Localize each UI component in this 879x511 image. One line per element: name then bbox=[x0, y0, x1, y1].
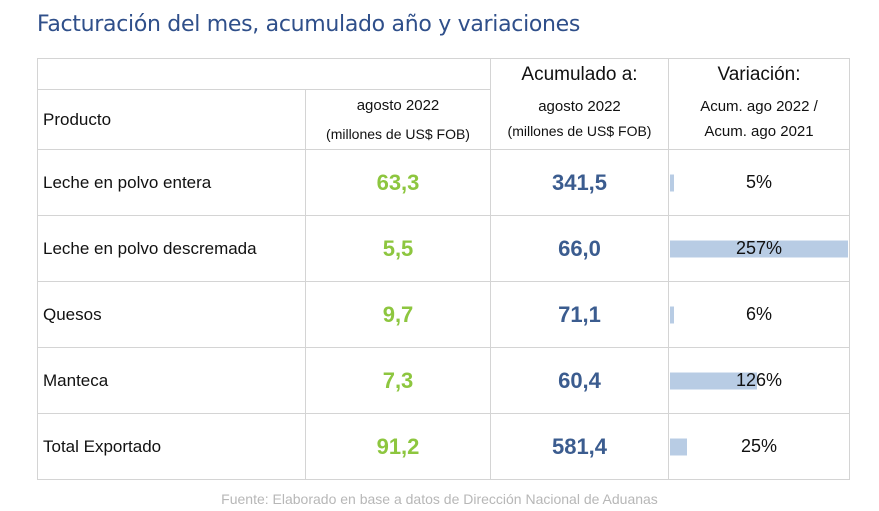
variation-bar bbox=[670, 240, 848, 257]
header-mes-period: agosto 2022 bbox=[356, 96, 440, 114]
monthly-value: 63,3 bbox=[305, 149, 491, 216]
header-variacion-line2: Acum. ago 2021 bbox=[704, 123, 814, 140]
table-row: Quesos 9,7 71,1 6% bbox=[37, 281, 850, 348]
accumulated-value: 71,1 bbox=[490, 281, 669, 348]
product-name: Total Exportado bbox=[37, 413, 306, 480]
accumulated-value: 60,4 bbox=[490, 347, 669, 414]
header-mes: agosto 2022 (millones de US$ FOB) bbox=[305, 89, 491, 150]
monthly-value: 9,7 bbox=[305, 281, 491, 348]
header-row-top: Acumulado a: agosto 2022 (millones de US… bbox=[37, 58, 850, 150]
source-note: Fuente: Elaborado en base a datos de Dir… bbox=[221, 491, 658, 507]
header-acumulado-period: agosto 2022 bbox=[538, 98, 621, 115]
header-empty-cell bbox=[37, 58, 491, 90]
header-acumulado-unit: (millones de US$ FOB) bbox=[507, 123, 652, 139]
variation-bar bbox=[670, 372, 757, 389]
header-mes-unit: (millones de US$ FOB) bbox=[326, 125, 470, 142]
variation-value: 6% bbox=[745, 304, 772, 324]
header-variacion: Variación: Acum. ago 2022 / Acum. ago 20… bbox=[668, 58, 850, 150]
accumulated-value: 341,5 bbox=[490, 149, 669, 216]
variation-cell: 25% bbox=[668, 413, 850, 480]
variation-value: 257% bbox=[735, 238, 783, 258]
variation-bar bbox=[670, 438, 687, 455]
table-row: Total Exportado 91,2 581,4 25% bbox=[37, 413, 850, 480]
variation-bar bbox=[670, 174, 674, 191]
monthly-value: 7,3 bbox=[305, 347, 491, 414]
table-body: Leche en polvo entera 63,3 341,5 5% Leche en… bbox=[37, 149, 850, 480]
variation-value: 5% bbox=[745, 172, 772, 192]
header-acumulado-label: Acumulado a: bbox=[521, 64, 638, 85]
header-variacion-label: Variación: bbox=[717, 64, 801, 85]
variation-bar bbox=[670, 306, 674, 323]
header-row-sub: Producto agosto 2022 (millones de US$ FO… bbox=[37, 89, 850, 150]
product-name: Manteca bbox=[37, 347, 306, 414]
variation-cell: 257% bbox=[668, 215, 850, 282]
monthly-value: 5,5 bbox=[305, 215, 491, 282]
table-row: Manteca 7,3 60,4 126% bbox=[37, 347, 850, 414]
product-name: Leche en polvo descremada bbox=[37, 215, 306, 282]
table-row: Leche en polvo entera 63,3 341,5 5% bbox=[37, 149, 850, 216]
variation-value: 126% bbox=[735, 370, 783, 390]
accumulated-value: 581,4 bbox=[490, 413, 669, 480]
header-producto: Producto bbox=[37, 89, 306, 150]
table-row: Leche en polvo descremada 5,5 66,0 257% bbox=[37, 215, 850, 282]
header-acumulado: Acumulado a: agosto 2022 (millones de US… bbox=[490, 58, 669, 150]
product-name: Quesos bbox=[37, 281, 306, 348]
accumulated-value: 66,0 bbox=[490, 215, 669, 282]
header-variacion-line1: Acum. ago 2022 / bbox=[700, 98, 818, 115]
product-name: Leche en polvo entera bbox=[37, 149, 306, 216]
billing-table: Acumulado a: agosto 2022 (millones de US… bbox=[37, 58, 850, 480]
monthly-value: 91,2 bbox=[305, 413, 491, 480]
variation-value: 25% bbox=[740, 436, 778, 456]
variation-cell: 6% bbox=[668, 281, 850, 348]
page-title: Facturación del mes, acumulado año y var… bbox=[37, 12, 581, 37]
variation-cell: 5% bbox=[668, 149, 850, 216]
variation-cell: 126% bbox=[668, 347, 850, 414]
